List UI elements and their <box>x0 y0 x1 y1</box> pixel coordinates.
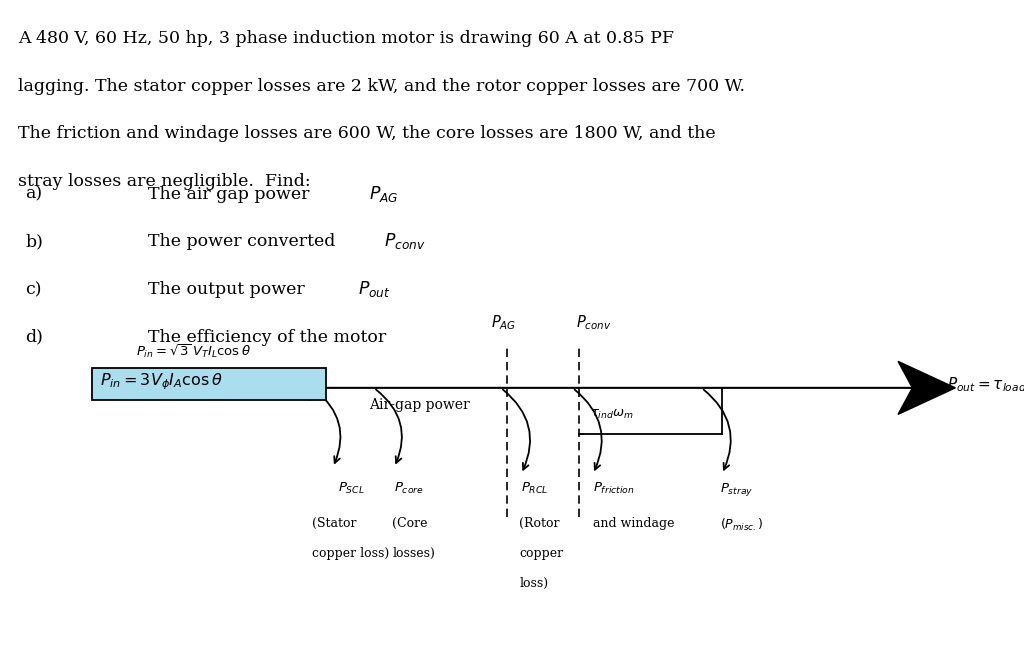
Text: $P_{conv}$: $P_{conv}$ <box>384 231 426 251</box>
Text: The air gap power: The air gap power <box>148 186 315 203</box>
Text: stray losses are negligible.  Find:: stray losses are negligible. Find: <box>18 173 311 190</box>
Text: $P_{SCL}$: $P_{SCL}$ <box>338 481 365 496</box>
Text: $P_{out}$: $P_{out}$ <box>358 279 391 299</box>
Text: loss): loss) <box>519 577 548 590</box>
Text: $P_{in} = \sqrt{3}\:V_T I_L \cos\theta$: $P_{in} = \sqrt{3}\:V_T I_L \cos\theta$ <box>136 343 251 360</box>
Text: c): c) <box>26 281 42 298</box>
Text: $(P_{misc.})$: $(P_{misc.})$ <box>720 517 763 533</box>
Text: (Core: (Core <box>392 517 428 530</box>
Text: $P_{RCL}$: $P_{RCL}$ <box>521 481 549 496</box>
Text: $P_{conv}$: $P_{conv}$ <box>577 313 611 332</box>
Text: Air-gap power: Air-gap power <box>370 398 470 412</box>
Text: (Rotor: (Rotor <box>519 517 560 530</box>
Text: losses): losses) <box>392 547 435 560</box>
Text: $P_{core}$: $P_{core}$ <box>394 481 424 496</box>
Text: The efficiency of the motor: The efficiency of the motor <box>148 329 387 346</box>
Text: $P_{in} = 3V_\phi I_A \cos\theta$: $P_{in} = 3V_\phi I_A \cos\theta$ <box>100 371 223 392</box>
Text: lagging. The stator copper losses are 2 kW, and the rotor copper losses are 700 : lagging. The stator copper losses are 2 … <box>18 78 745 95</box>
Text: $P_{out} = \tau_{load}\omega_m$: $P_{out} = \tau_{load}\omega_m$ <box>947 375 1024 394</box>
Text: (Stator: (Stator <box>312 517 356 530</box>
Text: The power converted: The power converted <box>148 233 341 251</box>
Polygon shape <box>898 361 955 414</box>
Text: $\tau_{ind}\omega_m$: $\tau_{ind}\omega_m$ <box>590 408 634 421</box>
Text: a): a) <box>26 186 43 203</box>
Text: and windage: and windage <box>593 517 675 530</box>
Text: $P_{friction}$: $P_{friction}$ <box>593 481 635 496</box>
Text: The output power: The output power <box>148 281 310 298</box>
Text: copper: copper <box>519 547 563 560</box>
Text: $P_{AG}$: $P_{AG}$ <box>492 313 516 332</box>
Text: A 480 V, 60 Hz, 50 hp, 3 phase induction motor is drawing 60 A at 0.85 PF: A 480 V, 60 Hz, 50 hp, 3 phase induction… <box>18 30 675 47</box>
Text: b): b) <box>26 233 43 251</box>
Text: $P_{stray}$: $P_{stray}$ <box>720 481 754 498</box>
Text: The friction and windage losses are 600 W, the core losses are 1800 W, and the: The friction and windage losses are 600 … <box>18 125 716 143</box>
Text: d): d) <box>26 329 43 346</box>
Text: $P_{AG}$: $P_{AG}$ <box>369 184 398 204</box>
Text: copper loss): copper loss) <box>312 547 389 560</box>
